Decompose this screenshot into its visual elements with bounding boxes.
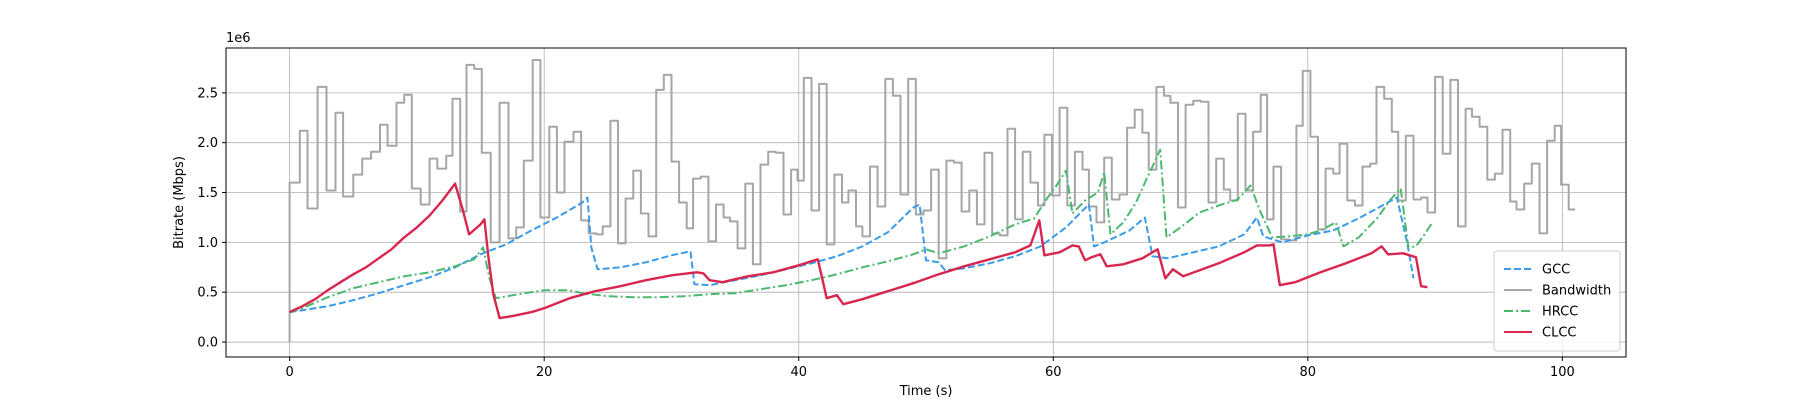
x-axis-label: Time (s)	[899, 384, 953, 399]
series-layer	[288, 59, 1576, 342]
x-tick-label: 100	[1550, 365, 1575, 380]
series-line-hrcc	[289, 148, 1434, 314]
y-tick-label: 0.0	[197, 336, 218, 351]
legend-box	[1493, 250, 1621, 352]
y-tick-label: 1.5	[197, 186, 218, 201]
legend-label-gcc: GCC	[1542, 263, 1570, 278]
x-tick-label: 80	[1300, 365, 1317, 380]
y-offset-label: 1e6	[226, 31, 251, 46]
plot-frame	[225, 47, 1627, 358]
y-tick-label: 1.0	[197, 236, 218, 251]
x-tick-label: 60	[1045, 365, 1062, 380]
x-tick-label: 20	[536, 365, 553, 380]
x-tick-label: 40	[790, 365, 807, 380]
y-tick-label: 0.5	[197, 286, 218, 301]
legend-label-bandwidth: Bandwidth	[1542, 284, 1611, 299]
x-tick-label: 0	[285, 365, 293, 380]
series-line-bandwidth	[288, 59, 1576, 342]
y-axis-label: Bitrate (Mbps)	[172, 156, 187, 249]
legend: GCC Bandwidth HRCC CLCC	[1493, 250, 1621, 352]
series-line-clcc	[289, 182, 1428, 320]
legend-label-hrcc: HRCC	[1542, 305, 1578, 320]
y-tick-label: 2.0	[197, 136, 218, 151]
legend-label-clcc: CLCC	[1542, 326, 1576, 341]
grid-lines	[226, 48, 1626, 357]
y-tick-label: 2.5	[197, 86, 218, 101]
series-line-gcc	[289, 196, 1415, 314]
axis-ticks: 0 20 40 60 80 100 0.0 0.5 1.0 1.5 2.0 2.5	[197, 86, 1574, 380]
